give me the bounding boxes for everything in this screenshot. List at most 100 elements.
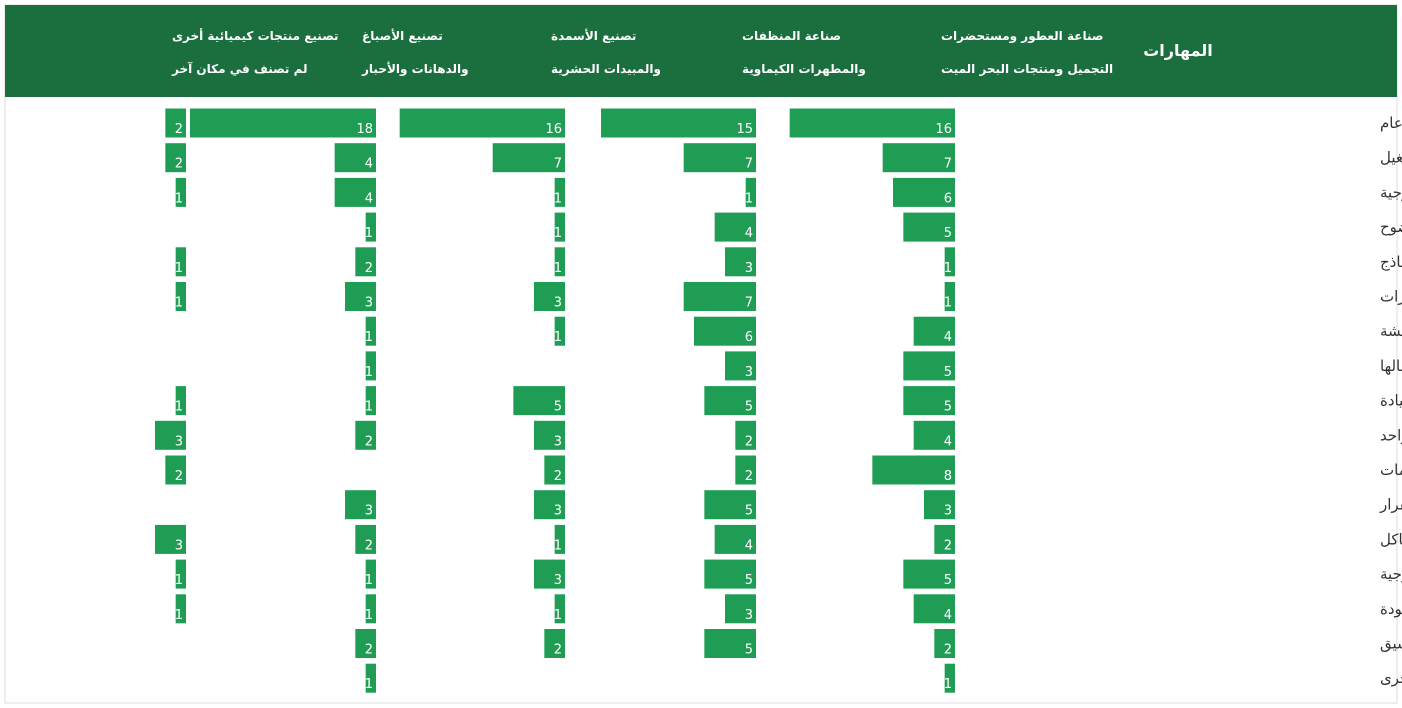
value-label: 1 xyxy=(175,573,183,588)
value-label: 4 xyxy=(745,538,753,553)
bar xyxy=(492,143,565,173)
value-label: 2 xyxy=(365,538,373,553)
bar xyxy=(175,177,186,207)
value-label: 6 xyxy=(944,191,952,206)
value-label: 5 xyxy=(745,400,753,415)
value-label: 1 xyxy=(554,330,562,345)
bar xyxy=(913,316,955,346)
bar xyxy=(175,386,186,416)
category-label: المهارات التقنية المطلوبة لهذه الوظيفة ب… xyxy=(1380,114,1402,132)
bar xyxy=(544,629,565,658)
value-label: 3 xyxy=(175,538,183,553)
value-label: 3 xyxy=(554,296,562,311)
value-label: 1 xyxy=(365,608,373,623)
bar xyxy=(694,316,756,346)
bar xyxy=(334,177,376,207)
column-header: والمبيدات الحشرية xyxy=(551,62,661,77)
value-label: 1 xyxy=(944,296,952,311)
category-label: الاستخدام الفعال للمعدات والأدوات التكنو… xyxy=(1380,564,1402,583)
value-label: 1 xyxy=(175,191,183,206)
bar xyxy=(554,177,565,207)
bar xyxy=(534,420,565,450)
value-label: 2 xyxy=(745,434,753,449)
category-label: القدرة على العمل وفقًا للجودة xyxy=(1380,600,1402,618)
bar xyxy=(554,594,565,624)
bar xyxy=(175,594,186,624)
category-label: القدرة على تعلم المهارات xyxy=(1380,288,1402,306)
bar xyxy=(365,212,376,242)
column-header: والدهانات والأحبار xyxy=(361,61,469,77)
value-label: 5 xyxy=(745,573,753,588)
bar xyxy=(165,108,186,138)
bar xyxy=(155,420,186,450)
value-label: 3 xyxy=(365,504,373,519)
value-label: 18 xyxy=(356,122,373,137)
value-label: 1 xyxy=(365,573,373,588)
bar xyxy=(355,629,376,658)
category-label: العمل بروح الفريق الواحد xyxy=(1380,426,1402,444)
value-label: 1 xyxy=(365,400,373,415)
value-label: 1 xyxy=(365,365,373,380)
value-label: 1 xyxy=(175,296,183,311)
bar xyxy=(365,559,376,589)
bar xyxy=(554,212,565,242)
bar xyxy=(903,559,955,589)
value-label: 2 xyxy=(944,538,952,553)
value-label: 1 xyxy=(365,330,373,345)
value-label: 1 xyxy=(175,608,183,623)
value-label: 2 xyxy=(554,643,562,658)
bar xyxy=(345,282,376,311)
bar xyxy=(155,524,186,554)
column-header: تصنيع الأصباغ xyxy=(362,28,443,43)
value-label: 8 xyxy=(944,469,952,484)
value-label: 6 xyxy=(745,330,753,345)
bar xyxy=(893,177,955,207)
bar xyxy=(725,594,756,624)
bar xyxy=(903,212,955,242)
value-label: 5 xyxy=(944,400,952,415)
value-label: 5 xyxy=(944,365,952,380)
bar xyxy=(534,490,565,520)
bar xyxy=(355,247,376,277)
value-label: 2 xyxy=(175,469,183,484)
bar xyxy=(714,524,756,554)
bar xyxy=(704,559,756,589)
value-label: 7 xyxy=(554,157,562,172)
bar xyxy=(399,108,565,138)
value-label: 3 xyxy=(365,296,373,311)
category-label: مهارات اتخاذ القرار xyxy=(1379,496,1402,514)
value-label: 7 xyxy=(745,157,753,172)
bar xyxy=(882,143,955,173)
category-label: الحصول على المعلومات وفهمها وإيصالها xyxy=(1380,357,1402,375)
column-header: تصنيع الأسمدة xyxy=(551,28,636,43)
bar xyxy=(534,282,565,311)
bar xyxy=(872,455,955,485)
bar xyxy=(175,282,186,311)
bar xyxy=(513,386,565,416)
bar xyxy=(345,490,376,520)
value-label: 5 xyxy=(944,226,952,241)
bar xyxy=(913,420,955,450)
value-label: 3 xyxy=(745,365,753,380)
bar xyxy=(175,247,186,277)
value-label: 5 xyxy=(745,643,753,658)
value-label: 3 xyxy=(175,434,183,449)
category-label: مهارات اخرى xyxy=(1380,669,1402,687)
bar xyxy=(365,386,376,416)
value-label: 16 xyxy=(935,122,952,137)
bar xyxy=(683,282,756,311)
bar xyxy=(534,559,565,589)
bar xyxy=(745,177,756,207)
bar xyxy=(725,247,756,277)
value-label: 1 xyxy=(175,261,183,276)
column-header: تصنيع منتجات كيميائية أخرى xyxy=(172,28,339,43)
category-label: التخطيط والتنسيق xyxy=(1380,635,1402,653)
bar xyxy=(903,351,955,381)
bar xyxy=(554,524,565,554)
column-header: صناعة المنظفات xyxy=(742,29,841,43)
column-header: التجميل ومنتجات البحر الميت xyxy=(941,62,1113,77)
value-label: 2 xyxy=(745,469,753,484)
value-label: 4 xyxy=(944,330,952,345)
value-label: 3 xyxy=(745,261,753,276)
